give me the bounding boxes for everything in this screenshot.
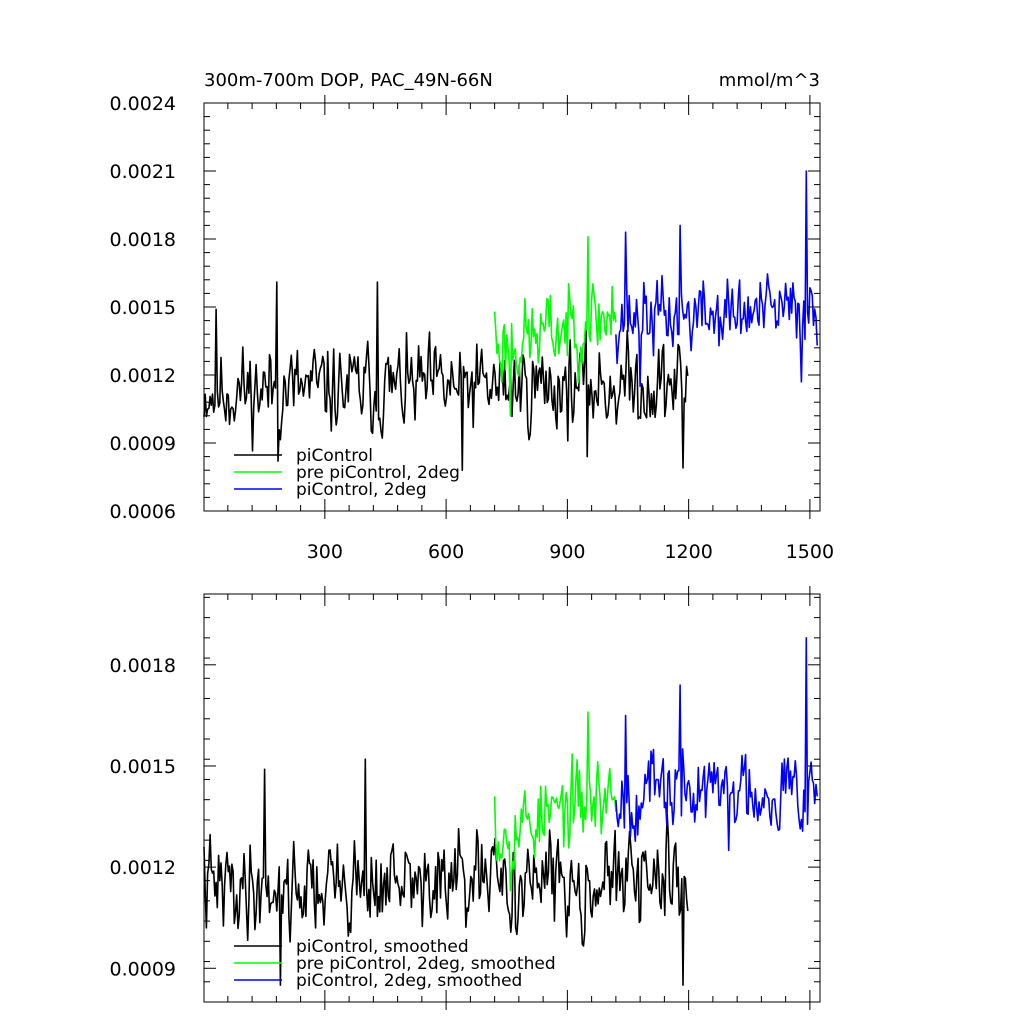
top-series-layer [203, 170, 818, 471]
top-panel-units: mmol/m^3 [719, 70, 820, 91]
series-line-2 [615, 170, 818, 388]
legend-label-0: piControl [296, 446, 373, 466]
y-tick-label-1: 0.0012 [110, 857, 176, 879]
bottom-ticks-layer: 0.0009 0.0012 0.0015 0.0018 [110, 586, 820, 1010]
bottom-series-layer [203, 637, 818, 986]
series-line-2 [615, 637, 818, 852]
y-tick-label-0: 0.0009 [110, 958, 176, 980]
legend-label-1: pre piControl, 2deg [296, 463, 460, 483]
x-tick-label-1: 600 [428, 541, 464, 563]
y-tick-label-5: 0.0021 [110, 161, 176, 183]
y-tick-label-1: 0.0009 [110, 433, 176, 455]
top-ticks-layer: 0.0006 0.0009 0.0012 0.0015 0.0018 0.0021 0.00… [110, 93, 835, 563]
legend-label-0: piControl, smoothed [296, 937, 469, 957]
series-line-1 [493, 711, 617, 892]
y-tick-label-2: 0.0012 [110, 365, 176, 387]
y-tick-label-6: 0.0024 [110, 93, 176, 115]
top-panel: 300m-700m DOP, PAC_49N-66N mmol/m^3 0.00… [110, 70, 835, 563]
top-panel-title: 300m-700m DOP, PAC_49N-66N [204, 70, 493, 91]
y-tick-label-2: 0.0015 [110, 756, 176, 778]
x-tick-label-4: 1500 [786, 541, 834, 563]
legend-label-1: pre piControl, 2deg, smoothed [296, 954, 556, 974]
legend-label-2: piControl, 2deg [296, 480, 427, 500]
bottom-panel: 0.0009 0.0012 0.0015 0.0018 piControl, smoo… [110, 586, 821, 1010]
legend-label-2: piControl, 2deg, smoothed [296, 971, 522, 991]
series-line-0 [203, 281, 689, 471]
y-tick-label-4: 0.0018 [110, 229, 176, 251]
y-tick-label-0: 0.0006 [110, 501, 176, 523]
x-tick-label-3: 1200 [664, 541, 712, 563]
x-tick-label-0: 300 [307, 541, 343, 563]
x-tick-label-2: 900 [549, 541, 585, 563]
bottom-plot-frame [203, 593, 821, 1003]
series-line-1 [493, 235, 617, 417]
y-tick-label-3: 0.0015 [110, 297, 176, 319]
series-line-0 [203, 758, 689, 986]
y-tick-label-3: 0.0018 [110, 655, 176, 677]
